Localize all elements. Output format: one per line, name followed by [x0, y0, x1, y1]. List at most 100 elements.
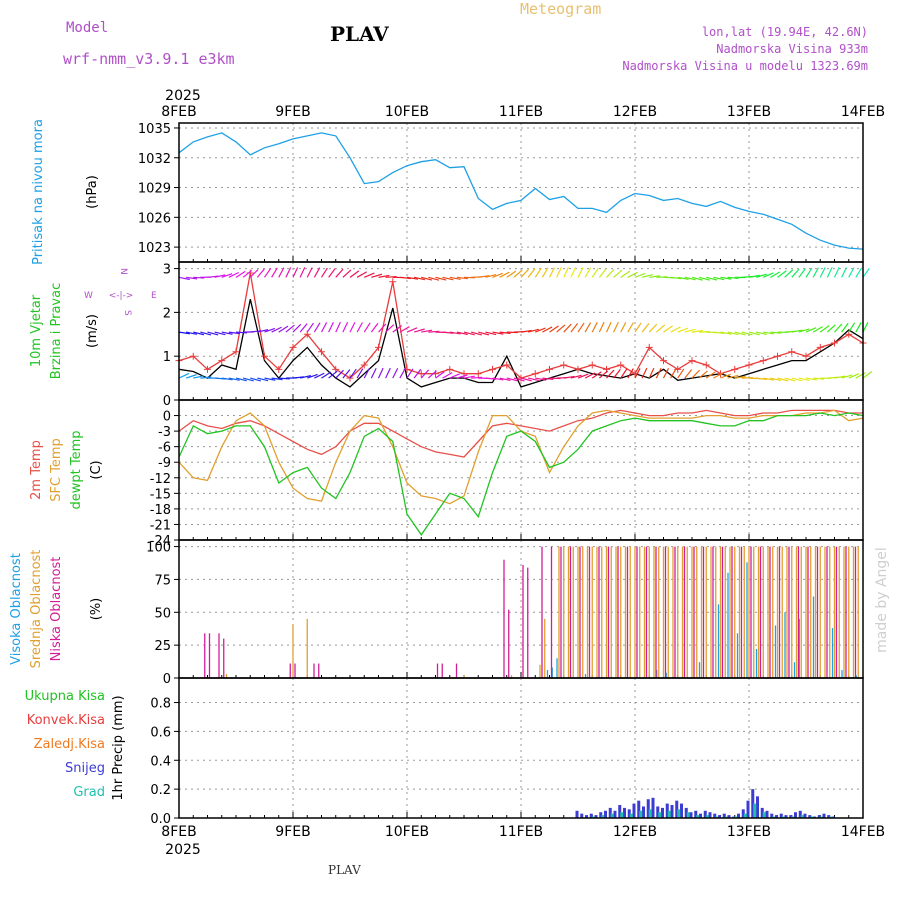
wind-arrow [663, 325, 673, 333]
wind-arrow [841, 267, 847, 278]
bar-snijeg [613, 810, 617, 818]
wind-arrow [662, 368, 670, 379]
model-label: Model [66, 20, 109, 36]
wind-arrow [221, 331, 233, 335]
bottom-day-label: 8FEB [161, 824, 196, 840]
bar-snijeg [822, 813, 826, 818]
wind-arrow [506, 270, 517, 278]
wind-arrow [777, 270, 787, 278]
wind-arrow [855, 267, 863, 278]
wind-arrow [427, 370, 437, 379]
compass-s: S [122, 310, 132, 316]
wind-arrow [499, 331, 511, 335]
wind-arrow [720, 276, 732, 280]
compass-arrows: <-|-> [109, 291, 134, 301]
wind-arrow [321, 371, 332, 379]
wind-arrow [734, 331, 746, 336]
bar-snijeg [751, 789, 755, 818]
wind-arrow [613, 321, 619, 333]
wind-arrow [570, 267, 577, 278]
wind-arrow [257, 329, 269, 333]
series-2m-temp [178, 409, 863, 458]
y-tick-label: 1026 [138, 211, 171, 226]
bar-snijeg [760, 807, 764, 818]
series-brzina [178, 299, 864, 388]
wind-arrow [834, 375, 846, 379]
wind-arrow [285, 267, 292, 278]
wind-arrow [641, 323, 650, 333]
wind-arrow [648, 367, 655, 379]
wind-arrow [349, 321, 356, 333]
high-cloud-title: Visoka Oblacnost [9, 553, 24, 665]
wind-arrow [520, 329, 532, 333]
wind-arrow [756, 377, 768, 381]
bar-snijeg [661, 807, 664, 818]
wind-arrow [264, 267, 272, 278]
bar-snijeg [708, 812, 712, 818]
wind-arrow [548, 267, 556, 278]
gust-marker [417, 370, 425, 378]
bottom-day-label: 14FEB [841, 824, 885, 840]
precip-legend-item: Zaledj.Kisa [34, 737, 105, 752]
wind-arrow [763, 331, 775, 335]
gust-marker [660, 357, 667, 365]
mid-cloud-title: Srednja Oblacnost [29, 550, 44, 669]
bar-snijeg [703, 810, 707, 818]
wind-arrow [356, 368, 364, 379]
panel-frame [178, 677, 864, 819]
wind-arrow [748, 331, 760, 336]
wind-arrow [349, 270, 360, 278]
wind-arrow [791, 268, 800, 278]
wind-arrow [200, 376, 212, 379]
wind-arrow [862, 371, 873, 379]
wind-arrow [677, 276, 689, 280]
bar-snijeg [727, 815, 731, 818]
bar-snijeg [737, 813, 740, 818]
gust-marker [389, 278, 397, 286]
wind-arrow [577, 267, 584, 278]
wind-arrow [770, 331, 782, 334]
wind-arrow [449, 373, 461, 379]
gust-marker [802, 352, 810, 360]
wind-arrow [570, 374, 582, 379]
wind-arrow [862, 321, 869, 333]
wind-arrow [257, 377, 269, 382]
wind-arrow [392, 325, 402, 333]
sfc-title: SFC Temp [49, 438, 64, 502]
wind-arrow [250, 330, 262, 333]
wind-arrow [634, 322, 642, 333]
bar-snijeg [618, 805, 622, 818]
wind-arrow [371, 273, 383, 278]
bar-grad [601, 815, 605, 818]
gust-marker [218, 357, 226, 365]
bar-snijeg [684, 807, 688, 818]
bar-snijeg [779, 813, 783, 818]
wind-arrow [399, 326, 410, 333]
bottom-year-label: 2025 [165, 842, 201, 858]
wind-arrow [862, 267, 870, 278]
wind-arrow [378, 323, 387, 333]
wind-arrow [207, 331, 219, 336]
wind-arrow [534, 267, 542, 278]
wind-arrow [470, 331, 482, 336]
wind-arrow [563, 323, 572, 333]
footer-station: PLAV [328, 863, 361, 877]
wind-arrow [713, 331, 725, 335]
wind-arrow [691, 369, 701, 379]
wind-arrow [506, 377, 518, 382]
bar-snijeg [699, 813, 702, 818]
wind-arrow [328, 321, 334, 333]
gust-marker [546, 365, 553, 373]
wind-arrow [356, 271, 367, 278]
wind-arrow [535, 327, 546, 333]
wind-arrow [684, 276, 696, 281]
wind-arrow [770, 377, 782, 382]
wind-arrow [833, 267, 840, 278]
gust-marker [588, 361, 596, 369]
y-tick-label: 50 [154, 606, 171, 621]
wind-arrow [855, 372, 866, 379]
wind-arrow [627, 271, 638, 278]
wind-arrow [763, 272, 774, 278]
wind-arrow [549, 325, 559, 333]
wind-arrow [698, 276, 710, 281]
